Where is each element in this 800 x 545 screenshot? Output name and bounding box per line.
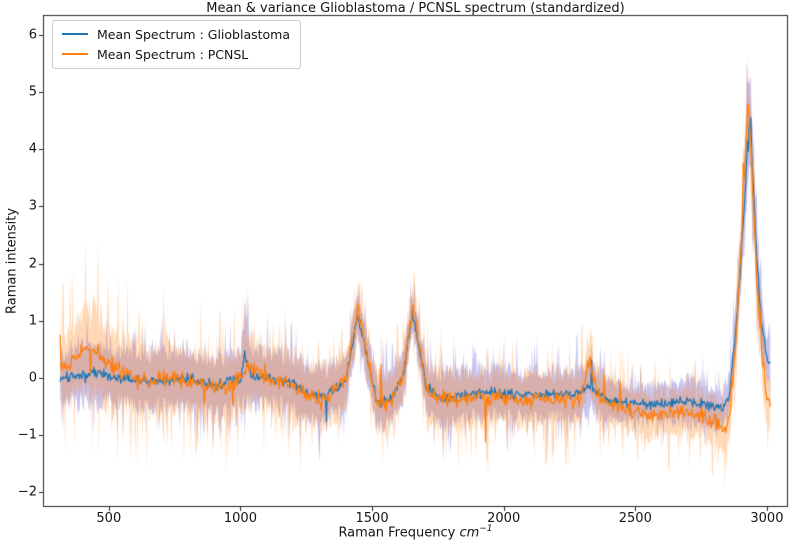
y-tick-label: 5	[28, 84, 37, 100]
y-tick-label: 3	[28, 198, 37, 214]
x-axis-label: Raman Frequency cm−1	[43, 524, 788, 540]
x-tick-label: 1500	[355, 511, 389, 526]
legend-label: Mean Spectrum : Glioblastoma	[97, 26, 291, 42]
y-tick-label: 1	[28, 313, 37, 329]
x-tick-label: 2000	[487, 511, 521, 526]
y-tick-label: 2	[28, 256, 37, 272]
x-axis-unit-exponent: −1	[479, 524, 493, 534]
y-tick-label: 4	[28, 141, 37, 157]
x-axis-unit: cm	[459, 525, 480, 541]
y-tick-labels: −2 −1 0 1 2 3 4 5 6	[0, 0, 37, 545]
chart-title: Mean & variance Glioblastoma / PCNSL spe…	[206, 1, 625, 16]
legend-line-swatch	[62, 53, 88, 55]
x-tick-label: 3000	[750, 511, 784, 526]
y-tick-label: −2	[17, 484, 37, 500]
y-tick-label: −1	[17, 427, 37, 443]
y-tick-label: 0	[28, 370, 37, 386]
legend-entry: Mean Spectrum : Glioblastoma	[62, 26, 290, 42]
x-tick-label: 500	[96, 511, 122, 526]
y-tick-label: 6	[28, 27, 37, 43]
legend-label: Mean Spectrum : PCNSL	[97, 46, 249, 62]
x-tick-label: 1000	[223, 511, 257, 526]
x-tick-labels: 500 1000 1500 2000 2500 3000	[0, 511, 800, 527]
legend: Mean Spectrum : Glioblastoma Mean Spectru…	[52, 20, 302, 69]
x-axis-label-text: Raman Frequency	[338, 525, 456, 541]
x-tick-label: 2500	[618, 511, 652, 526]
legend-line-swatch	[62, 33, 88, 35]
legend-entry: Mean Spectrum : PCNSL	[62, 46, 290, 62]
